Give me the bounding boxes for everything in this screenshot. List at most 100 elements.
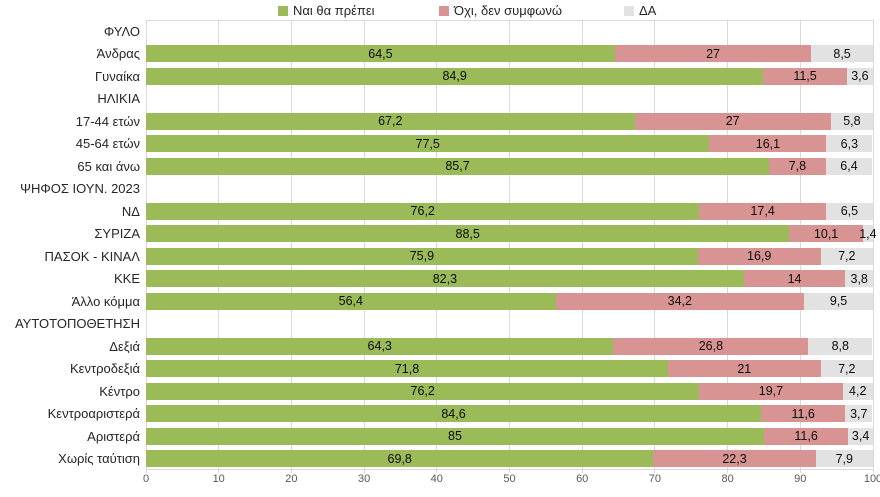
- value-label: 11,5: [793, 69, 817, 84]
- chart-rows: ΦΥΛΟ Άνδρας 64,5 27 8,5 Γυναίκα 84,9 11,5 3,6 ΗΛΙ…: [0, 20, 880, 470]
- bar-track: 75,9 16,9 7,2: [146, 247, 873, 265]
- bar-segment-yes: 56,4: [146, 292, 556, 310]
- bar-track: 84,6 11,6 3,7: [146, 405, 873, 423]
- row-label: Κεντροαριστερά: [47, 406, 140, 422]
- bar-track: 64,5 27 8,5: [146, 45, 873, 63]
- bar-segment-dk: 1,4: [859, 225, 877, 243]
- bar-segment-yes: 76,2: [146, 382, 700, 400]
- bar-segment-dk: 6,4: [825, 157, 873, 175]
- value-label: 88,5: [455, 226, 480, 241]
- gridline-20: [290, 20, 292, 473]
- value-label: 64,5: [368, 46, 393, 61]
- value-label: 76,2: [410, 204, 435, 219]
- x-axis: 0 10 20 30 40 50 60 70 80 90 100: [143, 473, 880, 489]
- bar-segment-no: 27: [614, 45, 812, 63]
- plot-border-bottom: [146, 469, 873, 470]
- value-label: 82,3: [432, 271, 458, 286]
- bar-segment-no: 14: [743, 270, 846, 288]
- bar-segment-dk: 6,5: [825, 202, 873, 220]
- bar-track: 85,7 7,8 6,4: [146, 157, 873, 175]
- section-header-label: ΗΛΙΚΙΑ: [97, 91, 140, 107]
- gridline-70: [654, 20, 656, 473]
- bar-segment-dk: 7,2: [820, 360, 873, 378]
- row-label: 65 και άνω: [77, 158, 140, 174]
- gridline-10: [218, 20, 220, 473]
- legend-label-dk: ΔΑ: [639, 3, 657, 18]
- legend-label-yes: Ναι θα πρέπει: [293, 3, 375, 18]
- bar-segment-yes: 64,3: [146, 337, 614, 355]
- chart-row: Κέντρο 76,2 19,7 4,2: [0, 380, 880, 403]
- chart-row: Δεξιά 64,3 26,8 8,8: [0, 335, 880, 358]
- bar-segment-yes: 77,5: [146, 135, 710, 153]
- legend-swatch-dk-icon: [624, 5, 634, 16]
- bar-segment-no: 22,3: [653, 450, 816, 468]
- value-label: 14: [787, 271, 802, 286]
- value-label: 67,2: [378, 114, 403, 129]
- value-label: 64,3: [367, 339, 392, 354]
- bar-segment-dk: 3,7: [845, 405, 873, 423]
- value-label: 85,7: [445, 159, 470, 174]
- gridline-50: [509, 20, 510, 473]
- bar-segment-dk: 6,3: [826, 135, 873, 153]
- bar-segment-dk: 8,5: [811, 45, 873, 63]
- value-label: 6,5: [840, 204, 859, 219]
- row-label: Κέντρο: [99, 383, 140, 399]
- chart-row: 45-64 ετών 77,5 16,1 6,3: [0, 133, 880, 156]
- value-label: 7,2: [838, 249, 856, 264]
- bar-segment-dk: 3,8: [845, 270, 873, 288]
- bar-segment-no: 10,1: [789, 225, 863, 243]
- chart-legend: Ναι θα πρέπει Όχι, δεν συμφωνώ ΔΑ: [0, 1, 880, 20]
- row-label: ΣΥΡΙΖΑ: [94, 226, 140, 242]
- gridline-100: [872, 20, 874, 473]
- bar-segment-dk: 3,6: [846, 67, 873, 85]
- value-label: 8,5: [833, 46, 851, 61]
- chart-row: Χωρίς ταύτιση 69,8 22,3 7,9: [0, 448, 880, 471]
- bar-track: 88,5 10,1 1,4: [146, 225, 877, 243]
- value-label: 4,2: [849, 384, 867, 399]
- chart-row: Κεντροδεξιά 71,8 21 7,2: [0, 358, 880, 381]
- value-label: 3,8: [850, 271, 868, 286]
- value-label: 1,4: [859, 226, 877, 241]
- bar-segment-dk: 7,2: [820, 247, 873, 265]
- bar-segment-no: 26,8: [613, 337, 809, 355]
- bar-track: 56,4 34,2 9,5: [146, 292, 874, 310]
- value-label: 5,8: [843, 114, 861, 129]
- gridline-0: [145, 20, 147, 473]
- bar-segment-yes: 88,5: [146, 225, 790, 243]
- bar-segment-dk: 8,8: [808, 337, 873, 355]
- bar-segment-yes: 75,9: [146, 247, 698, 265]
- bar-segment-no: 34,2: [555, 292, 805, 310]
- value-label: 69,8: [387, 451, 412, 466]
- x-axis-tick: 50: [503, 473, 516, 485]
- value-label: 85: [448, 429, 462, 444]
- section-header-row: ΗΛΙΚΙΑ: [0, 88, 880, 111]
- gridline-40: [436, 20, 438, 473]
- section-header-row: ΨΗΦΟΣ ΙΟΥΝ. 2023: [0, 178, 880, 201]
- bar-segment-no: 16,9: [697, 247, 821, 265]
- bar-track: 85 11,6 3,4: [146, 427, 873, 445]
- section-header-row: ΦΥΛΟ: [0, 20, 880, 43]
- row-label: 45-64 ετών: [75, 136, 140, 152]
- chart-row: Άνδρας 64,5 27 8,5: [0, 43, 880, 66]
- bar-track: 64,3 26,8 8,8: [146, 337, 873, 355]
- bar-segment-yes: 85: [146, 427, 764, 445]
- x-axis-tick: 90: [794, 473, 807, 485]
- row-label: Δεξιά: [109, 338, 140, 354]
- value-label: 19,7: [758, 384, 784, 399]
- row-label: Άνδρας: [96, 46, 140, 62]
- bar-segment-yes: 71,8: [146, 360, 668, 378]
- bar-segment-yes: 84,9: [146, 67, 764, 85]
- row-label: ΠΑΣΟΚ - ΚΙΝΑΛ: [44, 248, 140, 264]
- bar-segment-yes: 82,3: [146, 270, 744, 288]
- bar-track: 67,2 27 5,8: [146, 112, 873, 130]
- value-label: 6,4: [840, 159, 858, 174]
- value-label: 11,6: [794, 429, 818, 444]
- bar-segment-dk: 4,2: [842, 382, 873, 400]
- row-label: 17-44 ετών: [75, 113, 140, 129]
- value-label: 3,6: [851, 69, 869, 84]
- chart-row: Γυναίκα 84,9 11,5 3,6: [0, 65, 880, 88]
- value-label: 75,9: [409, 249, 435, 264]
- bar-segment-no: 16,1: [709, 135, 827, 153]
- legend-swatch-yes-icon: [278, 5, 288, 16]
